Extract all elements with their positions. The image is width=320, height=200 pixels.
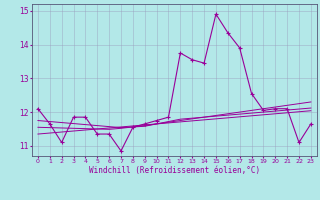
- X-axis label: Windchill (Refroidissement éolien,°C): Windchill (Refroidissement éolien,°C): [89, 166, 260, 175]
